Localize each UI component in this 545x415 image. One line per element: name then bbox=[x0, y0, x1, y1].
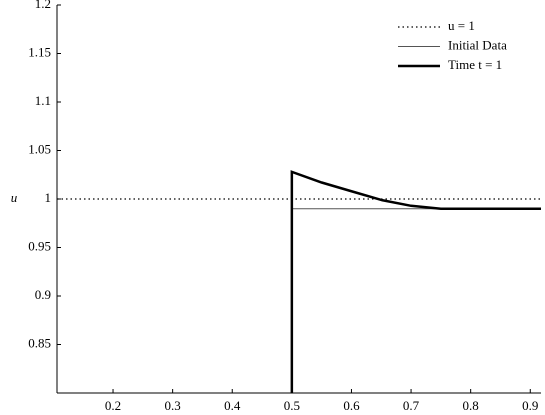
legend-label: Initial Data bbox=[448, 37, 507, 52]
x-tick-label: 0.6 bbox=[343, 398, 360, 413]
legend-label: Time t = 1 bbox=[448, 57, 502, 72]
x-tick-label: 0.5 bbox=[284, 398, 300, 413]
y-tick-label: 0.9 bbox=[35, 287, 51, 302]
x-tick-label: 0.8 bbox=[463, 398, 479, 413]
line-series bbox=[290, 170, 541, 393]
y-axis-label: u bbox=[11, 190, 18, 205]
y-tick-label: 0.95 bbox=[28, 238, 51, 253]
y-tick-label: 0.85 bbox=[28, 335, 51, 350]
x-tick-label: 0.2 bbox=[105, 398, 121, 413]
y-tick-label: 1.1 bbox=[35, 93, 51, 108]
legend-label: u = 1 bbox=[448, 18, 475, 33]
y-tick-label: 1.2 bbox=[35, 0, 51, 11]
y-tick-label: 1 bbox=[45, 190, 52, 205]
x-tick-label: 0.9 bbox=[522, 398, 538, 413]
y-tick-label: 1.05 bbox=[28, 141, 51, 156]
x-tick-label: 0.7 bbox=[403, 398, 420, 413]
y-tick-label: 1.15 bbox=[28, 44, 51, 59]
x-tick-label: 0.4 bbox=[224, 398, 241, 413]
x-tick-label: 0.3 bbox=[165, 398, 181, 413]
line-series bbox=[291, 208, 541, 393]
